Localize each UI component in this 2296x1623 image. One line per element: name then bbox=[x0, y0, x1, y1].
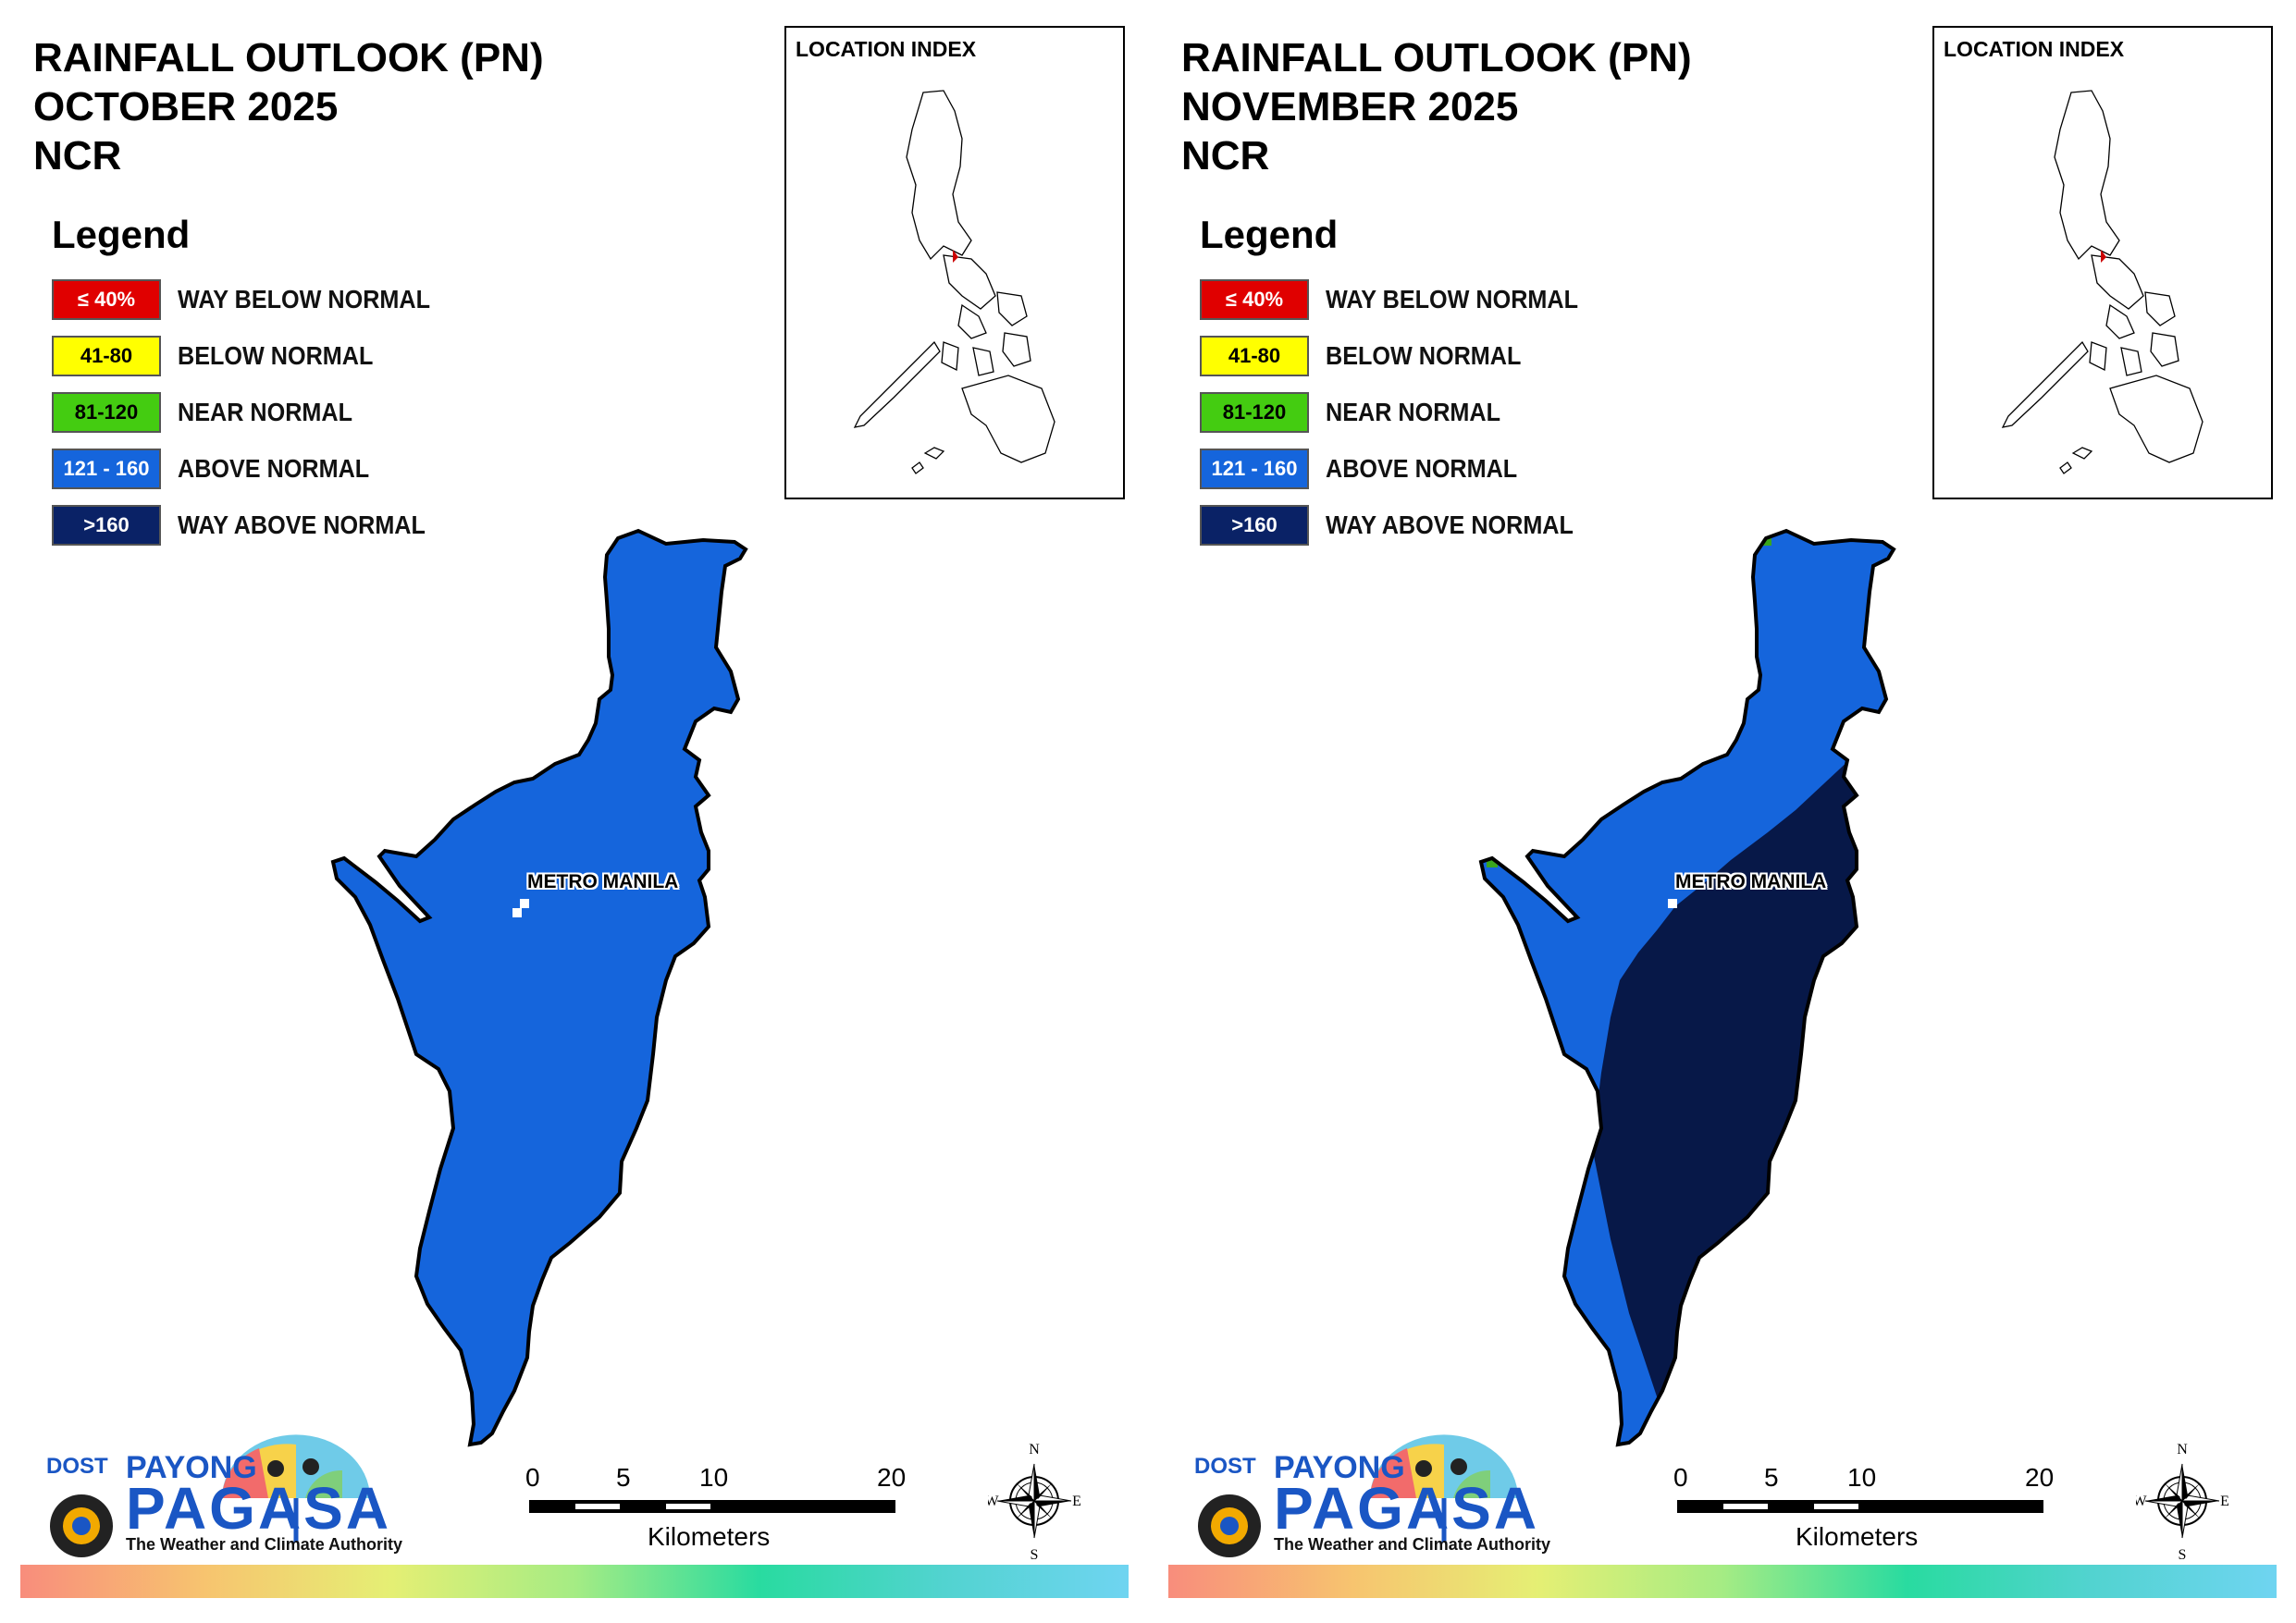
north-arrow-compass-icon: N S E W bbox=[988, 1442, 1080, 1561]
title-month: OCTOBER 2025 bbox=[33, 84, 339, 129]
legend-label: WAY ABOVE NORMAL bbox=[178, 510, 426, 539]
legend-label: WAY BELOW NORMAL bbox=[178, 285, 431, 314]
scale-tick-label: 20 bbox=[877, 1463, 907, 1492]
scale-tick-label: 10 bbox=[1847, 1463, 1877, 1492]
umbrella-icon bbox=[50, 1434, 370, 1557]
near-normal-cell bbox=[1618, 740, 1629, 751]
legend-swatch: >160 bbox=[1200, 505, 1309, 546]
compass-n: N bbox=[1029, 1442, 1040, 1457]
scale-bar: 0 5 10 20 Kilometers bbox=[1666, 1461, 2073, 1563]
pagasa-text: PAGASA bbox=[1274, 1475, 1540, 1542]
location-index-inset: LOCATION INDEX bbox=[1932, 26, 2273, 499]
title-line: RAINFALL OUTLOOK (PN) bbox=[33, 35, 544, 80]
legend-label: NEAR NORMAL bbox=[178, 398, 352, 426]
outlook-panel-october: RAINFALL OUTLOOK (PN) OCTOBER 2025 NCR L… bbox=[20, 26, 1129, 1598]
legend-swatch: 81-120 bbox=[1200, 392, 1309, 433]
title-month: NOVEMBER 2025 bbox=[1181, 84, 1519, 129]
scale-bar-segments bbox=[1677, 1500, 2043, 1513]
compass-w: W bbox=[988, 1494, 999, 1509]
pagasa-logo: DOST PAYONG PAGASA The Weather and Clima… bbox=[1176, 1387, 1550, 1572]
near-normal-cell bbox=[1592, 758, 1603, 769]
legend-swatch: 41-80 bbox=[52, 336, 161, 376]
compass-s: S bbox=[2179, 1547, 2187, 1561]
legend-label: WAY ABOVE NORMAL bbox=[1326, 510, 1574, 539]
logo-tagline: The Weather and Climate Authority bbox=[126, 1535, 403, 1554]
ncr-rainfall-map bbox=[330, 528, 748, 1447]
legend-swatch: ≤ 40% bbox=[52, 279, 161, 320]
legend-swatch: >160 bbox=[52, 505, 161, 546]
scale-bar-segments bbox=[529, 1500, 895, 1513]
scale-tick-label: 0 bbox=[525, 1463, 540, 1492]
legend-label: ABOVE NORMAL bbox=[1326, 454, 1518, 483]
location-index-inset: LOCATION INDEX bbox=[784, 26, 1125, 499]
title-region: NCR bbox=[1181, 133, 1270, 178]
no-data-cell bbox=[1668, 899, 1677, 908]
scale-bar: 0 5 10 20 Kilometers bbox=[518, 1461, 925, 1563]
map-title: RAINFALL OUTLOOK (PN) OCTOBER 2025 NCR bbox=[33, 33, 544, 180]
map-title: RAINFALL OUTLOOK (PN) NOVEMBER 2025 NCR bbox=[1181, 33, 1692, 180]
outlook-panel-november: RAINFALL OUTLOOK (PN) NOVEMBER 2025 NCR … bbox=[1148, 0, 2296, 1623]
scale-tick-label: 20 bbox=[2025, 1463, 2055, 1492]
ncr-rainfall-map bbox=[1479, 529, 1895, 1446]
near-normal-cell bbox=[1487, 858, 1498, 867]
ncr-region-shape bbox=[330, 528, 748, 1447]
legend-title: Legend bbox=[52, 213, 191, 256]
pagasa-text: PAGASA bbox=[126, 1475, 392, 1542]
payong-text: PAYONG bbox=[126, 1450, 257, 1485]
title-region: NCR bbox=[33, 133, 122, 178]
umbrella-icon bbox=[1198, 1434, 1518, 1557]
legend-label: BELOW NORMAL bbox=[178, 341, 374, 370]
scale-unit: Kilometers bbox=[648, 1522, 771, 1551]
no-data-cell bbox=[520, 899, 529, 908]
scale-tick-label: 0 bbox=[1673, 1463, 1688, 1492]
location-index-label: LOCATION INDEX bbox=[1944, 37, 2125, 61]
way-above-normal-zone bbox=[1592, 657, 1894, 1445]
compass-e: E bbox=[1072, 1494, 1080, 1509]
compass-n: N bbox=[2177, 1442, 2188, 1457]
scale-unit: Kilometers bbox=[1796, 1522, 1919, 1551]
metro-manila-label: METRO MANILA bbox=[527, 871, 679, 892]
metro-manila-label: METRO MANILA bbox=[1675, 871, 1827, 892]
legend-swatch: 121 - 160 bbox=[52, 449, 161, 489]
payong-text: PAYONG bbox=[1274, 1450, 1405, 1485]
scale-tick-label: 5 bbox=[616, 1463, 631, 1492]
legend-label: WAY BELOW NORMAL bbox=[1326, 285, 1579, 314]
legend-label: ABOVE NORMAL bbox=[178, 454, 370, 483]
scale-tick-label: 5 bbox=[1764, 1463, 1779, 1492]
legend-label: NEAR NORMAL bbox=[1326, 398, 1500, 426]
philippines-outline-icon bbox=[853, 90, 1055, 474]
pagasa-logo: DOST PAYONG PAGASA The Weather and Clima… bbox=[28, 1387, 402, 1572]
logo-tagline: The Weather and Climate Authority bbox=[1274, 1535, 1551, 1554]
title-line: RAINFALL OUTLOOK (PN) bbox=[1181, 35, 1692, 80]
legend-swatch: 81-120 bbox=[52, 392, 161, 433]
scale-tick-label: 10 bbox=[699, 1463, 729, 1492]
philippines-outline-icon bbox=[2001, 90, 2203, 474]
decorative-gradient-bar bbox=[20, 1565, 1129, 1598]
legend-title: Legend bbox=[1200, 213, 1339, 256]
compass-e: E bbox=[2220, 1494, 2228, 1509]
dost-text: DOST bbox=[46, 1454, 108, 1479]
decorative-gradient-bar bbox=[1168, 1565, 2277, 1598]
legend-swatch: 41-80 bbox=[1200, 336, 1309, 376]
legend-swatch: ≤ 40% bbox=[1200, 279, 1309, 320]
legend-swatch: 121 - 160 bbox=[1200, 449, 1309, 489]
north-arrow-compass-icon: N S E W bbox=[2136, 1442, 2228, 1561]
no-data-cell bbox=[512, 908, 522, 917]
location-index-label: LOCATION INDEX bbox=[796, 37, 977, 61]
legend-label: BELOW NORMAL bbox=[1326, 341, 1522, 370]
dost-text: DOST bbox=[1194, 1454, 1256, 1479]
compass-s: S bbox=[1031, 1547, 1039, 1561]
compass-w: W bbox=[2136, 1494, 2147, 1509]
